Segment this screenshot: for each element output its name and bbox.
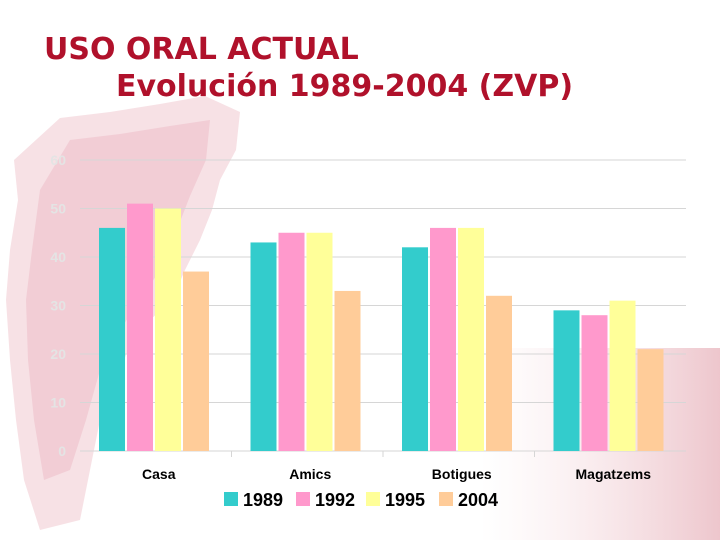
y-tick-label: 40 bbox=[50, 249, 66, 265]
legend-swatch-1995 bbox=[366, 492, 380, 506]
chart-bars bbox=[99, 203, 664, 451]
bar-magatzems-2004 bbox=[637, 349, 664, 451]
bar-amics-1989 bbox=[250, 242, 277, 451]
bar-casa-2004 bbox=[183, 271, 209, 451]
y-tick-label: 50 bbox=[50, 201, 66, 217]
bar-casa-1995 bbox=[155, 208, 181, 451]
slide-title: USO ORAL ACTUAL bbox=[44, 32, 359, 67]
x-category-label: Casa bbox=[142, 466, 176, 482]
x-category-label: Botigues bbox=[432, 466, 492, 482]
slide-subtitle: Evolución 1989-2004 (ZVP) bbox=[116, 69, 574, 104]
y-tick-label: 60 bbox=[50, 152, 66, 168]
y-axis: 0 10 20 30 40 50 60 bbox=[50, 152, 66, 459]
y-tick-label: 0 bbox=[58, 443, 66, 459]
y-tick-label: 30 bbox=[50, 298, 66, 314]
bar-casa-1992 bbox=[127, 203, 153, 451]
x-category-label: Magatzems bbox=[576, 466, 652, 482]
legend-label-2004: 2004 bbox=[458, 490, 498, 510]
y-tick-label: 20 bbox=[50, 346, 66, 362]
legend-swatch-1992 bbox=[296, 492, 310, 506]
bar-botigues-1989 bbox=[402, 247, 428, 451]
legend-label-1989: 1989 bbox=[243, 490, 283, 510]
bar-botigues-1995 bbox=[458, 227, 484, 451]
bar-botigues-1992 bbox=[430, 227, 456, 451]
bar-magatzems-1992 bbox=[581, 315, 608, 451]
bar-magatzems-1995 bbox=[609, 300, 636, 451]
legend-label-1995: 1995 bbox=[385, 490, 425, 510]
legend-swatch-2004 bbox=[439, 492, 453, 506]
x-axis: Casa Amics Botigues Magatzems bbox=[142, 466, 651, 482]
bar-amics-1995 bbox=[306, 232, 333, 451]
legend-swatch-1989 bbox=[224, 492, 238, 506]
y-tick-label: 10 bbox=[50, 395, 66, 411]
bar-botigues-2004 bbox=[486, 295, 512, 451]
x-category-label: Amics bbox=[289, 466, 331, 482]
bar-magatzems-1989 bbox=[553, 310, 580, 451]
chart-legend: 1989 1992 1995 2004 bbox=[224, 490, 498, 510]
legend-label-1992: 1992 bbox=[315, 490, 355, 510]
bar-casa-1989 bbox=[99, 227, 125, 451]
bar-amics-2004 bbox=[334, 290, 361, 451]
bar-amics-1992 bbox=[278, 232, 305, 451]
